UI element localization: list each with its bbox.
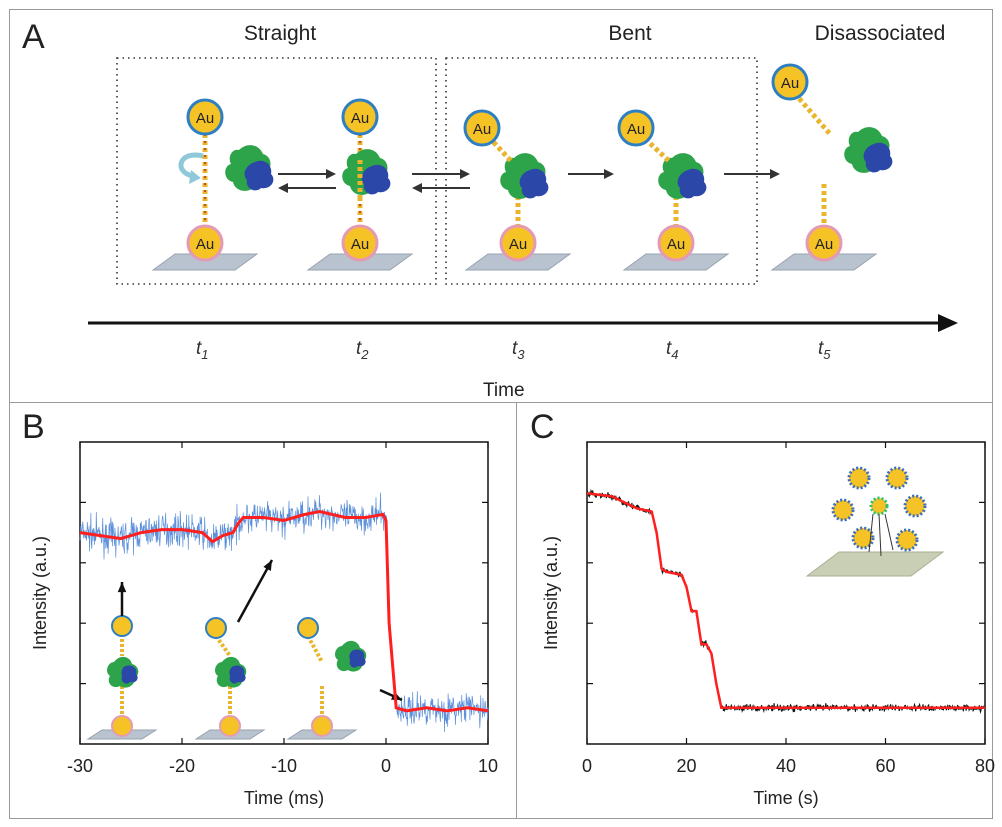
time-point-t2: t2 — [356, 338, 369, 362]
forward-arrow-icon — [460, 169, 470, 179]
state-insets — [86, 559, 403, 740]
time-point-t5: t5 — [818, 338, 831, 362]
stage-label-bent: Bent — [608, 22, 652, 45]
straight-state-box — [116, 57, 437, 285]
panel-a-letter: A — [22, 18, 45, 56]
x-tick-label: -30 — [67, 756, 93, 776]
au-particle-top — [111, 615, 133, 637]
panel-a-axis-label: Time — [483, 380, 525, 401]
au-label: Au — [781, 75, 799, 92]
panel-b-chart: -30 -20 -10 0 10 Time (ms) Intensity (a.u.) — [30, 441, 498, 808]
x-axis-label: Time (ms) — [244, 788, 324, 808]
x-tick-label: 80 — [975, 756, 995, 776]
time-axis-arrowhead-icon — [938, 314, 958, 332]
protein-icon — [121, 665, 138, 684]
fit-trace — [79, 509, 489, 713]
fit-trace — [586, 492, 985, 710]
complex-t5 — [771, 63, 893, 271]
au-label: Au — [815, 236, 833, 253]
au-label: Au — [196, 110, 214, 127]
forward-arrow-icon — [770, 169, 780, 179]
complex-t1 — [152, 98, 274, 271]
au-label: Au — [351, 110, 369, 127]
time-point-t3: t3 — [512, 338, 525, 362]
plot-area-frame — [79, 441, 489, 745]
au-label: Au — [351, 236, 369, 253]
au-particle-bottom — [186, 224, 224, 262]
x-tick-label: 0 — [381, 756, 391, 776]
raw-trace — [79, 492, 489, 733]
reverse-arrow-icon — [278, 183, 288, 193]
panel-divider-horizontal — [9, 402, 993, 403]
bent-state-box — [445, 57, 758, 285]
x-ticks: 0 20 40 60 80 — [582, 442, 995, 776]
au-particle-bottom — [111, 715, 133, 737]
dna-tether — [214, 634, 232, 658]
au-particle-top — [186, 98, 224, 136]
au-particle-top — [205, 617, 227, 639]
panel-divider-vertical — [516, 402, 517, 819]
x-tick-label: 40 — [776, 756, 796, 776]
complex-t3 — [463, 109, 571, 271]
au-particle-bottom — [311, 715, 333, 737]
y-axis-label: Intensity (a.u.) — [30, 536, 50, 650]
x-tick-label: 60 — [875, 756, 895, 776]
raw-trace-line — [79, 492, 489, 733]
cluster-inset — [805, 466, 945, 577]
plot-area-frame — [586, 441, 986, 745]
pointer-arrow-icon — [117, 582, 127, 593]
rotation-arrow-icon — [178, 152, 204, 179]
complex-t4 — [617, 109, 729, 271]
x-tick-label: 0 — [582, 756, 592, 776]
reverse-arrow-icon — [412, 183, 422, 193]
x-tick-label: 20 — [676, 756, 696, 776]
au-particle-bottom — [219, 715, 241, 737]
x-ticks: -30 -20 -10 0 10 — [67, 442, 498, 776]
panel-c-letter: C — [530, 408, 555, 446]
x-tick-label: 10 — [478, 756, 498, 776]
forward-arrow-icon — [326, 169, 336, 179]
complex-t2 — [307, 98, 413, 271]
time-point-t1: t1 — [196, 338, 209, 362]
au-label: Au — [509, 236, 527, 253]
y-axis-label: Intensity (a.u.) — [541, 536, 561, 650]
stage-label-straight: Straight — [243, 22, 317, 45]
protein-icon — [229, 665, 246, 684]
pointer-arrow-icon — [263, 560, 272, 571]
time-point-t4: t4 — [666, 338, 679, 362]
forward-arrow-icon — [604, 169, 614, 179]
au-label: Au — [627, 121, 645, 138]
x-axis-label: Time (s) — [753, 788, 818, 808]
panel-a-schematic: Au Au Au Au Au Au Au — [88, 57, 958, 332]
stage-label-disassociated: Disassociated — [814, 22, 946, 45]
au-label: Au — [667, 236, 685, 253]
figure-frame — [9, 9, 993, 819]
panel-c-chart: 0 20 40 60 80 Time (s) Intensity (a.u.) — [541, 441, 995, 808]
au-particle-top — [297, 617, 319, 639]
panel-b-letter: B — [22, 408, 45, 446]
au-label: Au — [473, 121, 491, 138]
x-tick-label: -10 — [271, 756, 297, 776]
x-tick-label: -20 — [169, 756, 195, 776]
pointer-arrow — [236, 559, 274, 623]
protein-icon — [349, 649, 366, 668]
au-label: Au — [196, 236, 214, 253]
